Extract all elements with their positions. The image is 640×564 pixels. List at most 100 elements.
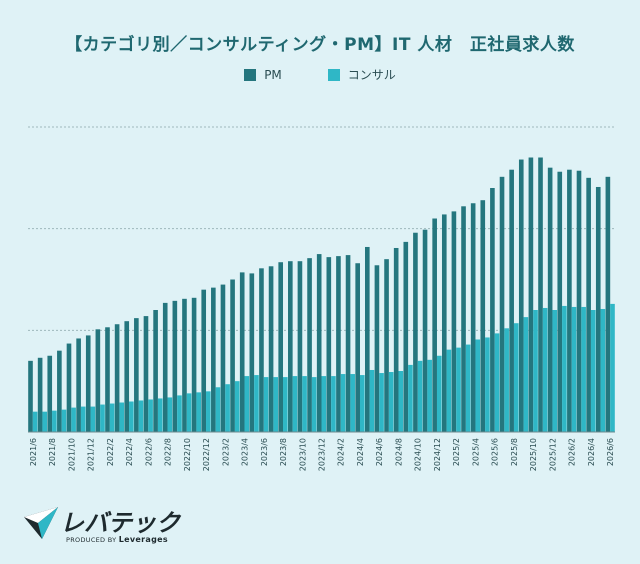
- bar-pm: [95, 329, 101, 432]
- bar-pm: [57, 350, 62, 432]
- bar-pm: [490, 188, 495, 432]
- bar-consult: [186, 393, 192, 432]
- bar-pm: [451, 211, 457, 432]
- bar-pm: [66, 343, 72, 432]
- x-tick-label: 2026/4: [587, 438, 596, 466]
- x-tick-label: 2025/12: [548, 438, 557, 471]
- bar-consult: [215, 387, 221, 432]
- bar-consult: [138, 400, 144, 432]
- bar-pm: [288, 261, 293, 432]
- bar-consult: [61, 409, 67, 432]
- bar-consult: [485, 337, 490, 432]
- bar-consult: [504, 328, 509, 432]
- bar-pm: [605, 176, 611, 432]
- bar-consult: [167, 397, 173, 432]
- x-tick-label: 2022/10: [183, 438, 192, 471]
- bar-consult: [273, 377, 279, 432]
- bar-pm: [403, 241, 409, 432]
- bar-pm: [47, 355, 53, 432]
- x-tick-label: 2022/4: [125, 438, 134, 466]
- x-tick-label: 2024/10: [414, 438, 423, 471]
- x-tick-label: 2025/8: [510, 438, 519, 466]
- bar-consult: [234, 381, 240, 432]
- bar-consult: [42, 411, 48, 432]
- bar-pm: [518, 159, 524, 433]
- bar-consult: [590, 310, 596, 432]
- bar-consult: [71, 407, 76, 432]
- bar-consult: [80, 406, 86, 432]
- x-tick-label: 2022/8: [164, 438, 173, 466]
- bar-pm: [364, 246, 370, 432]
- bar-pm: [105, 327, 110, 432]
- bar-pm: [134, 318, 139, 432]
- bar-pm: [316, 254, 322, 432]
- x-tick-label: 2026/2: [568, 438, 577, 466]
- bar-consult: [206, 391, 211, 432]
- bar-consult: [350, 374, 355, 432]
- bar-consult: [109, 403, 115, 432]
- bar-consult: [465, 344, 471, 432]
- bar-pm: [114, 324, 120, 432]
- bar-consult: [610, 303, 615, 432]
- x-tick-label: 2023/12: [318, 438, 327, 471]
- bar-pm: [374, 265, 380, 432]
- bar-pm: [297, 261, 303, 432]
- bar-consult: [157, 398, 163, 432]
- bar-consult: [32, 411, 38, 432]
- bar-consult: [311, 377, 317, 432]
- bar-consult: [254, 375, 259, 432]
- bar-pm: [37, 357, 43, 432]
- bar-pm: [509, 169, 514, 432]
- legend-label-pm: PM: [264, 67, 282, 82]
- bar-pm: [182, 298, 187, 432]
- bar-pm: [576, 170, 582, 432]
- x-tick-label: 2023/4: [241, 438, 250, 466]
- bar-pm: [307, 258, 312, 432]
- bar-pm: [259, 268, 264, 432]
- paper-plane-icon: [24, 507, 58, 539]
- legend-item-consult: コンサル: [327, 66, 396, 83]
- x-tick-label: 2022/2: [106, 438, 115, 466]
- bar-consult: [148, 399, 153, 432]
- x-tick-label: 2024/4: [356, 438, 365, 466]
- bar-pm: [268, 266, 274, 432]
- bar-consult: [359, 375, 365, 432]
- bar-pm: [336, 256, 341, 432]
- bar-pm: [76, 338, 81, 432]
- bar-consult: [446, 349, 452, 432]
- x-tick-label: 2021/12: [87, 438, 96, 471]
- x-tick-label: 2025/4: [471, 438, 480, 466]
- bar-pm: [162, 302, 168, 432]
- bar-consult: [436, 355, 442, 432]
- bar-pm: [422, 229, 428, 432]
- bar-pm: [326, 257, 332, 432]
- bar-pm: [153, 310, 158, 432]
- bar-pm: [211, 287, 216, 432]
- bar-consult: [129, 401, 134, 432]
- x-tick-label: 2022/12: [202, 438, 211, 471]
- bar-consult: [581, 306, 586, 432]
- bar-consult: [562, 305, 567, 432]
- legend-label-consult: コンサル: [347, 68, 396, 82]
- bar-pm: [586, 177, 591, 432]
- x-tick-label: 2021/10: [67, 438, 76, 471]
- bar-pm: [480, 200, 486, 432]
- x-tick-label: 2021/8: [48, 438, 57, 466]
- x-tick-label: 2024/12: [433, 438, 442, 471]
- bar-pm: [278, 262, 284, 432]
- x-tick-label: 2024/2: [337, 438, 346, 466]
- bar-consult: [292, 376, 298, 432]
- bar-consult: [542, 307, 548, 432]
- bar-consult: [600, 308, 606, 432]
- bar-consult: [244, 376, 250, 432]
- x-tick-label: 2023/2: [221, 438, 230, 466]
- logo-sub-brand: Leverages: [118, 535, 168, 544]
- bar-consult: [427, 359, 432, 432]
- bar-pm: [393, 247, 399, 432]
- bar-consult: [513, 323, 519, 432]
- bar-consult: [196, 392, 202, 432]
- bar-consult: [52, 410, 57, 432]
- bar-consult: [177, 395, 182, 432]
- bar-pm: [239, 272, 245, 432]
